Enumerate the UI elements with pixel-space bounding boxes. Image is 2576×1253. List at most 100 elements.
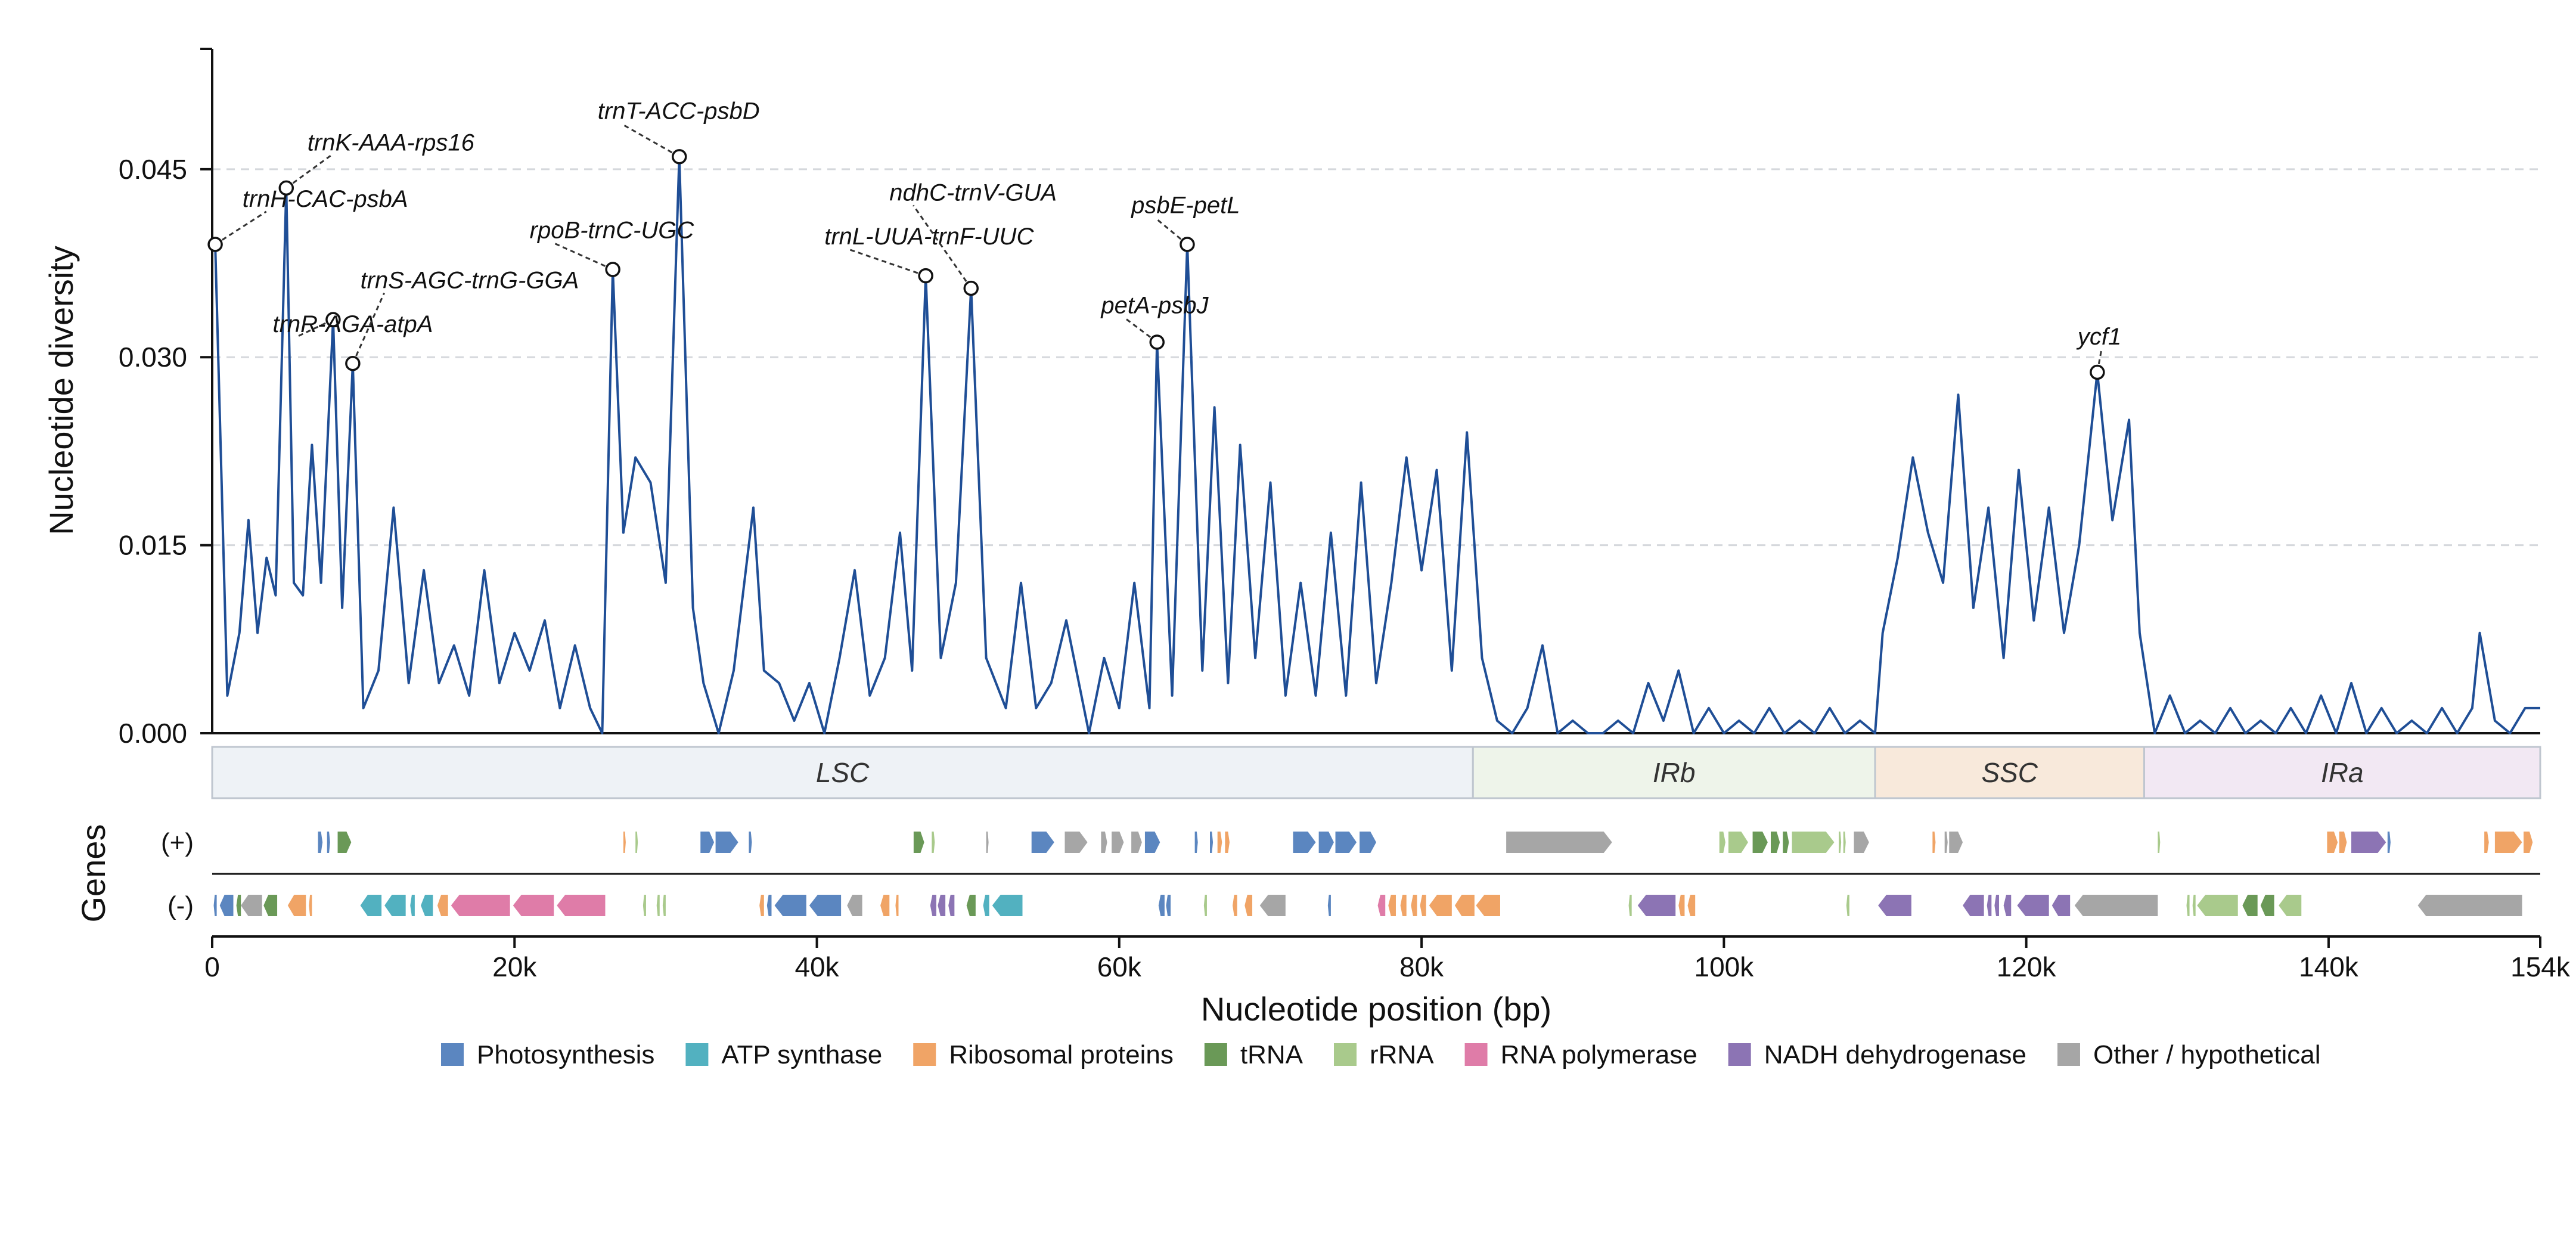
y-axis-title: Nucleotide diversity [42,246,80,535]
gene-arrow-plus [1210,832,1213,853]
gene-arrow-plus [1064,832,1088,853]
gene-arrow-minus [2052,895,2071,916]
peak-label: trnR-AGA-atpA [272,311,433,337]
legend-label-atp: ATP synthase [721,1040,882,1069]
gene-arrow-plus [1843,832,1846,853]
gene-arrow-plus [1792,832,1835,853]
axes: 0.000 0.015 0.030 0.045 0 20k 40k 60k 80k 100k 120… [119,48,2571,982]
gene-arrow-minus [2417,895,2522,916]
gene-arrow-minus [2017,895,2049,916]
gene-arrow-plus [1293,832,1316,853]
peak-label: ycf1 [2076,324,2121,350]
gene-arrow-plus [337,832,352,853]
gene-arrow-plus [1144,832,1160,853]
minus-strand-label: (-) [167,891,194,920]
gene-arrow-plus [913,832,924,853]
peak-annotations: trnH-CAC-psbA trnK-AAA-rps16 trnR-AGA-atpA… [207,98,2121,380]
gene-arrow-plus [1783,832,1789,853]
peak-leader-line [215,210,267,246]
region-irb [1472,746,1876,799]
region-label: IRb [1653,757,1696,788]
peak-label: petA-psbJ [1100,293,1209,319]
peak-label: psbE-petL [1131,192,1240,218]
gene-arrow-minus [1987,895,1992,916]
x-tick-label: 80k [1399,951,1444,982]
gene-arrow-minus [656,895,660,916]
y-tick-label: 0.045 [119,154,187,185]
region-label: SSC [1981,757,2038,788]
diversity-line-series [214,155,2540,734]
gene-arrow-minus [213,895,217,916]
gene-arrow-plus [715,832,738,853]
gene-arrow-minus [2192,895,2196,916]
gene-arrow-minus [930,895,936,916]
gene-arrow-minus [360,895,382,916]
gene-arrow-minus [384,895,406,916]
legend-label-other: Other / hypothetical [2093,1040,2321,1069]
gene-arrow-plus [2339,832,2347,853]
region-ira [2143,746,2541,799]
gene-arrow-minus [983,895,989,916]
peak-label: rpoB-trnC-UGC [530,217,695,243]
gene-arrow-minus [1166,895,1171,916]
gene-arrow-minus [2074,895,2158,916]
gene-arrow-minus [895,895,899,916]
gene-arrow-minus [513,895,554,916]
gene-arrow-minus [759,895,764,916]
peak-marker [918,268,933,284]
legend-label-ribo: Ribosomal proteins [949,1040,1174,1069]
gene-arrow-minus [1994,895,1999,916]
gene-arrow-plus [1854,832,1869,853]
x-axis-title: Nucleotide position (bp) [1201,990,1551,1028]
gene-arrow-plus [1031,832,1054,853]
plus-strand-label: (+) [161,828,194,857]
gene-arrow-minus [1878,895,1911,916]
gene-arrow-minus [1429,895,1452,916]
gene-arrow-minus [451,895,510,916]
peak-marker [1180,237,1195,252]
genome-regions-track: LSC IRb SSC IRa [211,746,2541,799]
gene-arrow-plus [2524,832,2533,853]
x-tick-label: 60k [1097,951,1142,982]
gene-arrow-minus [1327,895,1331,916]
gene-arrow-plus [700,832,715,853]
gene-arrow-minus [2279,895,2302,916]
gene-arrow-minus [2003,895,2012,916]
gene-arrow-minus [1400,895,1407,916]
peak-leader-line [296,318,334,338]
gene-arrow-plus [2387,832,2391,853]
gene-arrow-minus [1411,895,1417,916]
gene-arrow-plus [2351,832,2386,853]
gene-arrow-plus [2494,832,2522,853]
peak-leader-line [848,248,926,277]
gene-arrow-plus [1318,832,1334,853]
gene-arrow-plus [623,832,626,853]
gene-arrow-minus [1244,895,1253,916]
gene-arrow-minus [236,895,241,916]
gene-arrow-plus [1194,832,1198,853]
gene-arrow-plus [1506,832,1612,853]
gene-arrow-plus [1217,832,1222,853]
gene-arrow-minus [1203,895,1207,916]
legend-swatch-ribo [913,1043,936,1066]
legend-label-rrna: rRNA [1370,1040,1434,1069]
gene-arrow-plus [749,832,752,853]
gene-arrow-minus [1388,895,1396,916]
x-tick-label: 120k [1997,951,2057,982]
legend-label-photo: Photosynthesis [477,1040,654,1069]
gene-arrow-plus [986,832,989,853]
legend-swatch-other [2057,1043,2080,1066]
legend-swatch-nadh [1728,1043,1751,1066]
gene-arrow-minus [1963,895,1984,916]
gene-arrow-minus [1628,895,1632,916]
gene-arrow-plus [635,832,638,853]
legend-swatch-photo [441,1043,464,1066]
legend-label-rnap: RNA polymerase [1501,1040,1697,1069]
gene-arrow-minus [1377,895,1386,916]
gene-arrow-plus [1225,832,1230,853]
gene-arrow-plus [1944,832,1948,853]
gene-arrow-plus [1949,832,1963,853]
gene-arrow-minus [766,895,772,916]
